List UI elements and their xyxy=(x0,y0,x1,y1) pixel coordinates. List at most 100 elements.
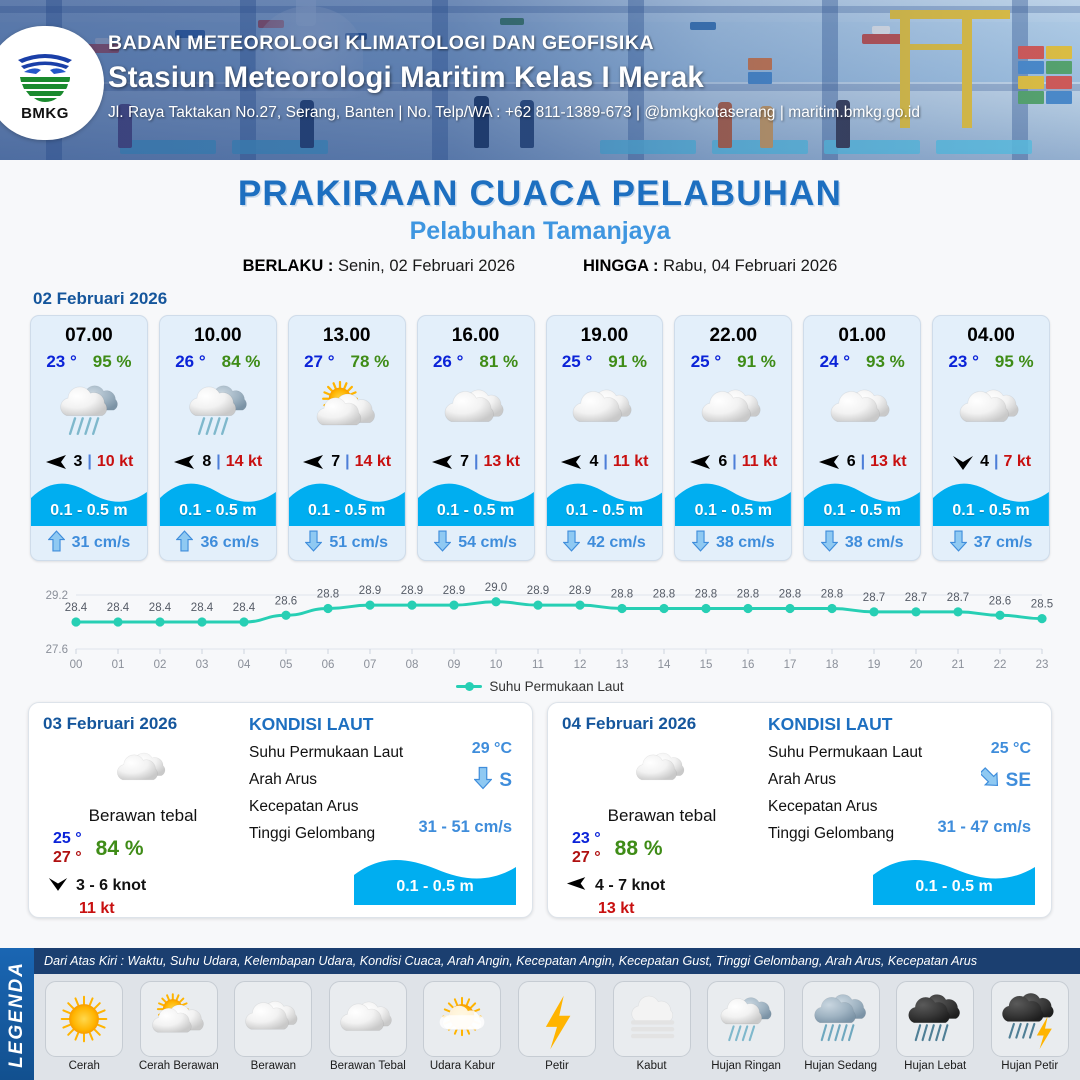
legend-icon-box xyxy=(45,981,124,1057)
card-wind-speed: 3 xyxy=(73,453,83,470)
card-wave-height: 0.1 - 0.5 m xyxy=(565,502,644,519)
weather-icon-cerah-berawan xyxy=(151,993,204,1033)
card-air-temperature: 23 ° xyxy=(948,352,979,371)
current-direction-arrow-down xyxy=(473,766,493,790)
legend-strip: LEGENDA Dari Atas Kiri : Waktu, Suhu Uda… xyxy=(0,948,1080,1080)
card-gust: 13 kt xyxy=(483,453,520,470)
svg-text:28.9: 28.9 xyxy=(401,585,423,597)
legend-icon-box xyxy=(328,981,407,1057)
legend-item-label: Berawan xyxy=(250,1060,297,1072)
current-direction-arrow-down xyxy=(304,530,323,552)
daily-wave-height: 0.1 - 0.5 m xyxy=(915,878,993,895)
sst-label: Suhu Permukaan Laut xyxy=(768,744,923,761)
card-current-arrow-slot xyxy=(304,530,323,557)
weather-icon-berawan xyxy=(701,389,761,422)
hourly-card[interactable]: 16.00 26 ° 81 % 7 | 13 kt 0.1 - 0.5 m 54 cm/s xyxy=(416,315,535,561)
svg-text:22: 22 xyxy=(994,659,1007,671)
card-wave: 0.1 - 0.5 m xyxy=(804,476,921,526)
card-separator: | xyxy=(860,453,866,470)
weather-icon-udara-kabur xyxy=(440,996,485,1037)
wave-shape xyxy=(675,483,792,526)
current-speed-value: 31 - 51 cm/s xyxy=(418,818,512,836)
hourly-card[interactable]: 22.00 25 ° 91 % 6 | 11 kt 0.1 - 0.5 m 38 cm/s xyxy=(674,315,793,561)
card-gust: 14 kt xyxy=(225,453,263,470)
daily-date: 03 Februari 2026 xyxy=(43,714,178,733)
card-wind-speed: 7 xyxy=(331,453,341,470)
card-air-temperature: 25 ° xyxy=(561,352,593,371)
wave-shape xyxy=(354,859,516,905)
daily-panel[interactable]: 03 Februari 2026 Berawan tebal 25 ° 27 ° 84 … xyxy=(28,702,533,918)
hourly-forecast-cards: 07.00 23 ° 95 % 3 | 10 kt 0.1 - 0.5 m 31 cm/s 10… xyxy=(0,315,1080,561)
weather-icon-berawan-tebal xyxy=(636,752,685,781)
weather-icon-petir xyxy=(545,995,571,1050)
card-separator: | xyxy=(993,453,999,470)
svg-text:28.8: 28.8 xyxy=(821,589,843,601)
legend-item: Hujan Lebat xyxy=(890,981,981,1078)
svg-text:28.9: 28.9 xyxy=(569,585,591,597)
svg-text:28.8: 28.8 xyxy=(611,589,633,601)
legend-icon-box xyxy=(801,981,880,1057)
daily-humidity: 84 % xyxy=(95,836,144,860)
card-temp-hum-row: 25 ° 91 % xyxy=(675,352,791,372)
current-direction-arrow-downright xyxy=(978,767,998,787)
legend-item: Cerah Berawan xyxy=(134,981,225,1078)
svg-text:28.7: 28.7 xyxy=(947,592,969,604)
card-current-arrow-slot xyxy=(562,530,581,557)
legend-item: Cerah xyxy=(39,981,130,1078)
card-current-arrow-slot xyxy=(433,530,452,557)
card-wind-arrow-slot xyxy=(560,453,584,471)
wave-height-label: Tinggi Gelombang xyxy=(249,825,376,842)
hourly-card[interactable]: 19.00 25 ° 91 % 4 | 11 kt 0.1 - 0.5 m 42 cm/s xyxy=(545,315,664,561)
card-wave-height: 0.1 - 0.5 m xyxy=(694,502,772,519)
card-humidity: 84 % xyxy=(221,352,261,371)
daily-forecast-panels: 03 Februari 2026 Berawan tebal 25 ° 27 ° 84 … xyxy=(0,694,1080,918)
sea-condition-heading: KONDISI LAUT xyxy=(768,714,893,734)
daily-temp-range: 25 ° 27 ° xyxy=(53,830,82,868)
legend-item: Hujan Petir xyxy=(984,981,1075,1078)
wave-shape xyxy=(31,483,147,526)
card-wave: 0.1 - 0.5 m xyxy=(288,476,405,526)
sst-value: 29 °C xyxy=(471,740,512,757)
legend-item-label: Petir xyxy=(545,1060,569,1072)
card-wind-arrow-slot xyxy=(818,453,842,471)
card-humidity: 78 % xyxy=(350,352,390,371)
card-temp-hum-row: 26 ° 81 % xyxy=(418,352,534,372)
card-time: 01.00 xyxy=(838,325,886,346)
card-gust: 11 kt xyxy=(741,453,778,470)
daily-temp-block: 25 ° 27 ° 84 % xyxy=(43,830,243,868)
validity-row: BERLAKU : Senin, 02 Februari 2026 HINGGA… xyxy=(0,257,1080,276)
hourly-card[interactable]: 10.00 26 ° 84 % 8 | 14 kt 0.1 - 0.5 m 36 cm/s xyxy=(158,315,277,561)
legend-body: Dari Atas Kiri : Waktu, Suhu Udara, Kele… xyxy=(34,948,1080,1080)
weather-icon-hujan-sedang xyxy=(813,994,866,1042)
svg-text:02: 02 xyxy=(154,659,167,671)
card-humidity: 93 % xyxy=(866,352,905,371)
card-wind-row: 8 | 14 kt xyxy=(160,446,276,478)
svg-text:27.6: 27.6 xyxy=(46,644,68,656)
svg-text:28.7: 28.7 xyxy=(905,592,927,604)
wave-shape xyxy=(933,483,1049,526)
svg-text:28.4: 28.4 xyxy=(65,602,88,614)
legend-item: Berawan xyxy=(228,981,319,1078)
valid-until-value: Rabu, 04 Februari 2026 xyxy=(663,257,838,275)
legend-item: Berawan Tebal xyxy=(323,981,414,1078)
card-current-row: 38 cm/s xyxy=(804,526,920,560)
svg-text:28.6: 28.6 xyxy=(275,595,297,607)
card-wind-arrow-slot xyxy=(689,453,713,471)
card-separator: | xyxy=(345,453,350,470)
hourly-card[interactable]: 13.00 27 ° 78 % 7 | 14 kt 0.1 - 0.5 m 51 cm/s xyxy=(287,315,406,561)
card-wind-speed: 6 xyxy=(718,453,728,470)
legend-note: Dari Atas Kiri : Waktu, Suhu Udara, Kele… xyxy=(34,948,1080,974)
card-wind-row: 7 | 13 kt xyxy=(418,446,534,478)
hourly-card[interactable]: 04.00 23 ° 95 % 4 | 7 kt 0.1 - 0.5 m 37 cm/s xyxy=(932,315,1050,561)
card-separator: | xyxy=(474,453,479,470)
card-current-row: 31 cm/s xyxy=(31,526,147,560)
card-wind-speed: 4 xyxy=(589,453,599,470)
daily-panel[interactable]: 04 Februari 2026 Berawan tebal 23 ° 27 ° 88 … xyxy=(547,702,1052,918)
card-wind-row: 3 | 10 kt xyxy=(31,446,147,478)
card-weather-icon-slot xyxy=(418,374,534,446)
hourly-card[interactable]: 07.00 23 ° 95 % 3 | 10 kt 0.1 - 0.5 m 31 cm/s xyxy=(30,315,148,561)
hourly-card[interactable]: 01.00 24 ° 93 % 6 | 13 kt 0.1 - 0.5 m 38 cm/s xyxy=(803,315,922,561)
legend-item: Kabut xyxy=(606,981,697,1078)
legend-item: Udara Kabur xyxy=(417,981,508,1078)
svg-text:11: 11 xyxy=(532,659,544,671)
